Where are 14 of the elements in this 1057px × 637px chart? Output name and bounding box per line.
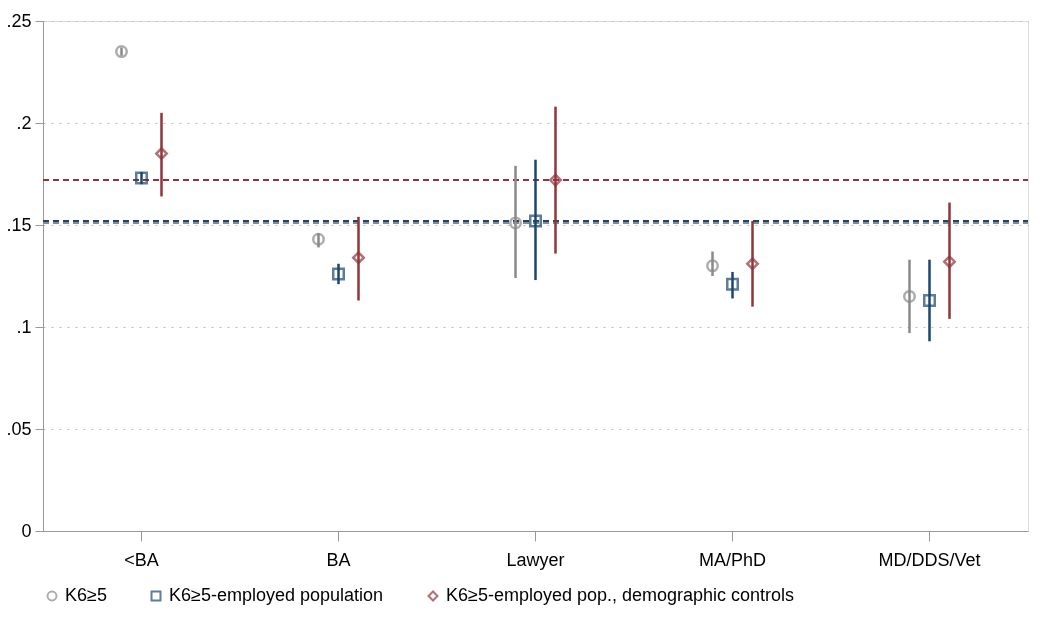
legend-label: K6≥5 (65, 585, 107, 605)
x-tick-label: MA/PhD (698, 549, 767, 570)
x-tick-label: <BA (124, 549, 159, 570)
x-tick-label: MD/DDS/Vet (878, 549, 981, 570)
legend-label: K6≥5-employed population (169, 585, 384, 605)
x-tick-label: Lawyer (506, 549, 565, 570)
y-tick-label: .15 (6, 214, 32, 235)
y-tick-label: .1 (16, 316, 32, 337)
y-tick-label: .2 (16, 112, 32, 133)
legend-label: K6≥5-employed pop., demographic controls (446, 585, 795, 605)
y-tick-label: 0 (21, 520, 32, 541)
x-tick-label: BA (326, 549, 351, 570)
y-tick-label: .25 (6, 10, 32, 31)
y-tick-label: .05 (6, 418, 32, 439)
